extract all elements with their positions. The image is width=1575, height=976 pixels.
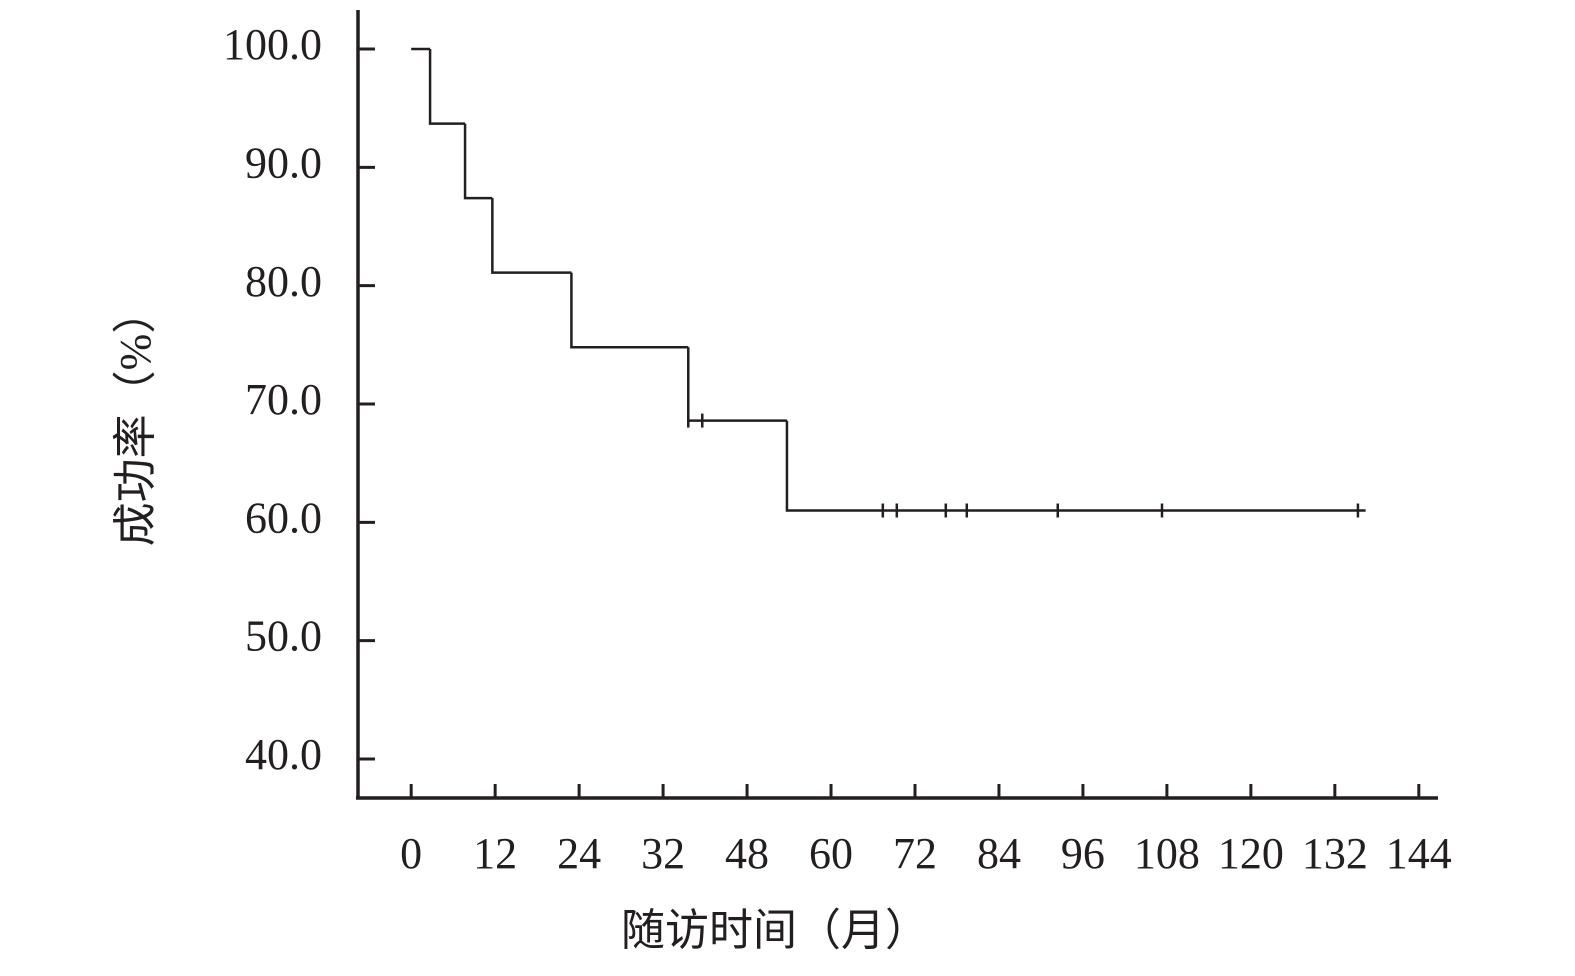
survival-step — [785, 420, 1366, 512]
x-tick-label: 120 — [1218, 829, 1284, 878]
y-axis-label: 成功率（%） — [111, 290, 160, 547]
x-tick-label: 24 — [557, 829, 601, 878]
survival-step — [491, 198, 572, 274]
x-tick-label: 84 — [977, 829, 1021, 878]
survival-step — [428, 49, 466, 125]
survival-step — [570, 272, 689, 349]
x-tick-label: 60 — [809, 829, 853, 878]
x-tick-label: 32 — [641, 829, 685, 878]
x-tick-label: 12 — [473, 829, 517, 878]
x-tick-label: 72 — [893, 829, 937, 878]
y-tick-label: 70.0 — [245, 375, 322, 424]
x-tick-label: 96 — [1061, 829, 1105, 878]
y-tick-label: 50.0 — [245, 612, 322, 661]
x-tick-label: 108 — [1134, 829, 1200, 878]
x-tick-label: 0 — [400, 829, 422, 878]
y-tick-label: 100.0 — [223, 20, 322, 69]
y-tick-label: 80.0 — [245, 257, 322, 306]
x-axis-label: 随访时间（月） — [621, 906, 929, 955]
y-tick-label: 90.0 — [245, 138, 322, 187]
survival-step — [687, 347, 787, 422]
survival-step — [463, 123, 493, 200]
x-tick-label: 144 — [1386, 829, 1452, 878]
y-tick-label: 40.0 — [245, 730, 322, 779]
y-tick-label: 60.0 — [245, 493, 322, 542]
x-tick-label: 48 — [725, 829, 769, 878]
x-tick-label: 132 — [1302, 829, 1368, 878]
